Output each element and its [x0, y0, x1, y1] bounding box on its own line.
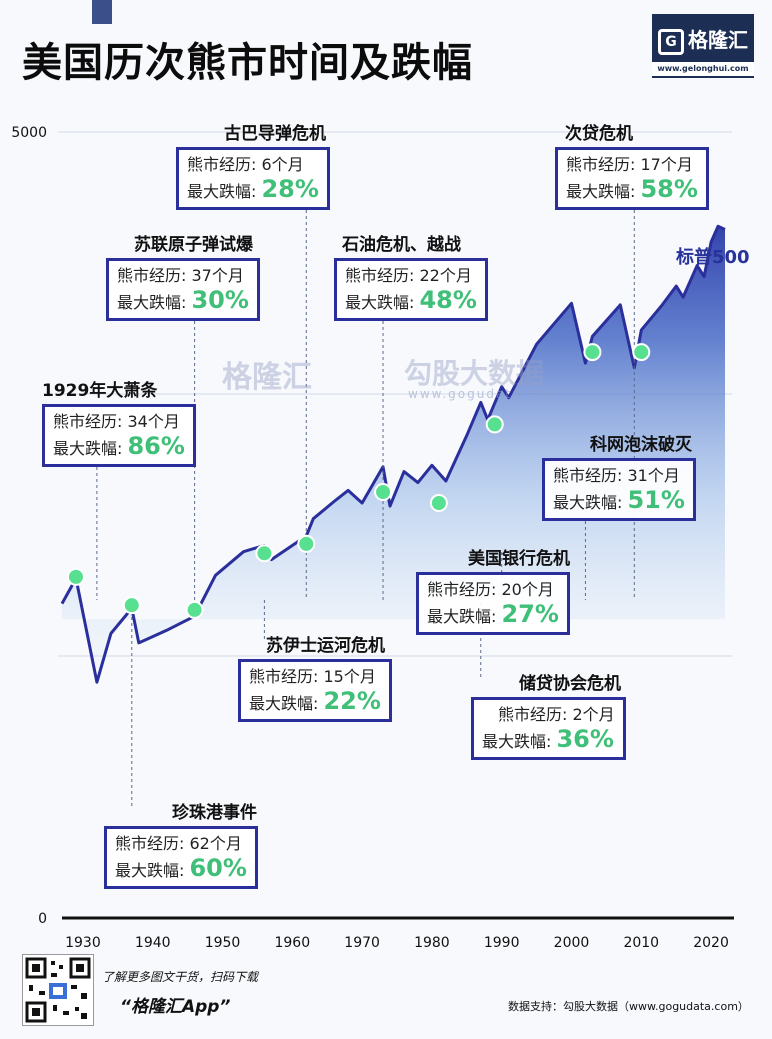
x-tick-label: 2020 [693, 935, 729, 951]
callout-drop: 最大跌幅: 30% [117, 286, 249, 314]
qr-code-icon[interactable] [22, 954, 94, 1026]
callout-oil: 石油危机、越战 熊市经历: 22个月 最大跌幅: 48% [334, 230, 488, 321]
callout-drop: 最大跌幅: 22% [249, 687, 381, 715]
x-tick-label: 1970 [344, 935, 380, 951]
watermark-data-url: www.gogudata.com [408, 387, 559, 401]
watermark-brand: 格隆汇 [222, 360, 312, 395]
callout-drop: 最大跌幅: 51% [553, 486, 685, 514]
callout-title: 石油危机、越战 [342, 235, 461, 255]
logo-text: G 格隆汇 [652, 24, 754, 55]
callout-drop: 最大跌幅: 86% [53, 432, 185, 460]
series-label: 标普500 [676, 247, 750, 268]
callout-title: 次贷危机 [565, 124, 633, 144]
page-title: 美国历次熊市时间及跌幅 [22, 40, 473, 86]
callout-suez: 苏伊士运河危机 熊市经历: 15个月 最大跌幅: 22% [238, 631, 392, 722]
callout-duration: 熊市经历: 6个月 [187, 155, 304, 174]
callout-box: 熊市经历: 62个月 最大跌幅: 60% [104, 826, 258, 889]
y-tick-label: 0 [38, 911, 47, 927]
callout-title: 苏伊士运河危机 [266, 636, 385, 656]
bear-marker-6 [429, 493, 448, 512]
qr-pattern [25, 957, 91, 1023]
callout-duration: 熊市经历: 31个月 [553, 466, 680, 485]
callout-drop: 最大跌幅: 27% [427, 600, 559, 628]
callout-duration: 熊市经历: 17个月 [566, 155, 693, 174]
callout-box: 熊市经历: 15个月 最大跌幅: 22% [238, 659, 392, 722]
callout-dotcom: 科网泡沫破灭 熊市经历: 31个月 最大跌幅: 51% [542, 430, 696, 521]
logo-g-icon: G [658, 28, 684, 55]
callout-cuba: 古巴导弹危机 熊市经历: 6个月 最大跌幅: 28% [176, 119, 330, 210]
bear-marker-5 [374, 482, 393, 501]
callout-title: 珍珠港事件 [172, 803, 257, 823]
callout-depression: 1929年大萧条 熊市经历: 34个月 最大跌幅: 86% [42, 376, 196, 467]
callout-title: 苏联原子弹试爆 [134, 235, 253, 255]
callout-bofa: 美国银行危机 熊市经历: 20个月 最大跌幅: 27% [416, 544, 570, 635]
top-accent-bar [92, 0, 112, 24]
callout-duration: 熊市经历: 34个月 [53, 412, 180, 431]
callout-duration: 熊市经历: 20个月 [427, 580, 554, 599]
bear-marker-3 [255, 544, 274, 563]
callout-savings: 储贷协会危机 熊市经历: 2个月 最大跌幅: 36% [471, 669, 626, 760]
callout-title: 科网泡沫破灭 [590, 435, 692, 455]
bear-marker-1 [122, 596, 141, 615]
callout-duration: 熊市经历: 37个月 [117, 266, 244, 285]
qr-caption: 了解更多图文干货，扫码下载 [102, 970, 259, 984]
bear-marker-7 [485, 415, 504, 434]
callout-title: 美国银行危机 [468, 549, 570, 569]
callout-pearl: 珍珠港事件 熊市经历: 62个月 最大跌幅: 60% [104, 798, 258, 889]
callout-title: 储贷协会危机 [519, 674, 621, 694]
x-tick-label: 2000 [554, 935, 590, 951]
callout-drop: 最大跌幅: 58% [566, 175, 698, 203]
callout-subprime: 次贷危机 熊市经历: 17个月 最大跌幅: 58% [555, 119, 709, 210]
y-tick-label: 5000 [11, 125, 47, 141]
callout-duration: 熊市经历: 15个月 [249, 667, 376, 686]
data-source: 数据支持：勾股大数据（www.gogudata.com） [508, 1000, 749, 1013]
x-tick-label: 2010 [623, 935, 659, 951]
callout-drop: 最大跌幅: 60% [115, 854, 247, 882]
callout-box: 熊市经历: 37个月 最大跌幅: 30% [106, 258, 260, 321]
callout-box: 熊市经历: 22个月 最大跌幅: 48% [334, 258, 488, 321]
bear-marker-0 [66, 567, 85, 586]
watermark-data: 勾股大数据 [404, 357, 545, 390]
callout-box: 熊市经历: 2个月 最大跌幅: 36% [471, 697, 626, 760]
x-tick-label: 1980 [414, 935, 450, 951]
callout-drop: 最大跌幅: 28% [187, 175, 319, 203]
app-name: “格隆汇App” [120, 997, 231, 1017]
x-tick-label: 1950 [205, 935, 241, 951]
x-tick-label: 1940 [135, 935, 171, 951]
callout-duration: 熊市经历: 22个月 [345, 266, 472, 285]
logo-name: 格隆汇 [688, 28, 748, 52]
callout-box: 熊市经历: 6个月 最大跌幅: 28% [176, 147, 330, 210]
bear-markers [66, 343, 651, 619]
callout-drop: 最大跌幅: 48% [345, 286, 477, 314]
bear-marker-2 [185, 600, 204, 619]
brand-logo[interactable]: G 格隆汇 www.gelonghui.com [652, 14, 754, 78]
series-area [62, 226, 725, 683]
callout-box: 熊市经历: 34个月 最大跌幅: 86% [42, 404, 196, 467]
callout-box: 熊市经历: 17个月 最大跌幅: 58% [555, 147, 709, 210]
callout-duration: 熊市经历: 62个月 [115, 834, 242, 853]
callout-duration: 熊市经历: 2个月 [498, 705, 615, 724]
bear-marker-9 [632, 343, 651, 362]
x-tick-labels: 1930 1940 1950 1960 1970 1980 1990 2000 2010 2020 [65, 935, 729, 951]
callout-drop: 最大跌幅: 36% [482, 725, 614, 753]
callout-soviet: 苏联原子弹试爆 熊市经历: 37个月 最大跌幅: 30% [106, 230, 260, 321]
x-tick-label: 1960 [274, 935, 310, 951]
bear-marker-4 [297, 534, 316, 553]
logo-url: www.gelonghui.com [652, 62, 754, 76]
callout-title: 1929年大萧条 [42, 381, 158, 401]
callout-title: 古巴导弹危机 [224, 124, 326, 144]
y-tick-labels: 0 5000 [11, 125, 47, 927]
bear-marker-8 [583, 343, 602, 362]
callout-box: 熊市经历: 31个月 最大跌幅: 51% [542, 458, 696, 521]
x-tick-label: 1990 [484, 935, 520, 951]
x-tick-label: 1930 [65, 935, 101, 951]
callout-box: 熊市经历: 20个月 最大跌幅: 27% [416, 572, 570, 635]
